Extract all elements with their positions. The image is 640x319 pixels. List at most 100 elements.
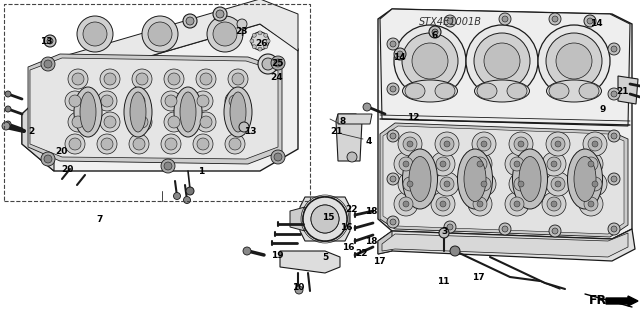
Circle shape [72,116,84,128]
Polygon shape [618,76,638,104]
Circle shape [579,152,603,176]
Circle shape [474,33,530,89]
Circle shape [274,59,282,67]
Circle shape [197,95,209,107]
Circle shape [136,73,148,85]
Text: 26: 26 [255,39,268,48]
Circle shape [68,112,88,132]
Circle shape [510,157,524,171]
Circle shape [407,141,413,147]
Circle shape [41,152,55,166]
Ellipse shape [409,157,431,202]
Circle shape [161,91,181,111]
Circle shape [228,112,248,132]
Circle shape [311,205,339,233]
Circle shape [440,177,454,191]
Text: 12: 12 [407,113,419,122]
Circle shape [549,225,561,237]
Circle shape [183,14,197,28]
Circle shape [556,43,592,79]
Circle shape [97,134,117,154]
Circle shape [47,38,53,44]
Ellipse shape [174,87,202,137]
Text: 14: 14 [393,53,406,62]
Text: 17: 17 [373,256,386,265]
Circle shape [5,106,11,112]
Text: 15: 15 [322,212,335,221]
Circle shape [363,103,371,111]
Circle shape [444,181,450,187]
Circle shape [588,177,602,191]
Ellipse shape [124,87,152,137]
Circle shape [390,219,396,225]
Circle shape [77,16,113,52]
Circle shape [44,155,52,163]
Text: 13: 13 [244,127,257,136]
Circle shape [611,91,617,97]
Circle shape [264,45,268,49]
Ellipse shape [574,157,596,202]
Circle shape [387,216,399,228]
Circle shape [252,33,256,37]
Circle shape [583,132,607,156]
Circle shape [200,116,212,128]
Text: 10: 10 [292,283,304,292]
Text: 24: 24 [270,72,283,81]
Circle shape [68,69,88,89]
Circle shape [251,32,269,50]
Circle shape [499,223,511,235]
Circle shape [546,172,570,196]
Circle shape [132,69,152,89]
Circle shape [387,83,399,95]
Circle shape [213,7,227,21]
Circle shape [552,228,558,234]
Text: 16: 16 [342,242,355,251]
Text: 25: 25 [271,58,284,68]
Circle shape [468,152,492,176]
Polygon shape [30,58,278,159]
Circle shape [72,73,84,85]
Ellipse shape [547,80,602,102]
Circle shape [514,201,520,207]
Ellipse shape [513,149,547,209]
Circle shape [403,201,409,207]
Ellipse shape [74,87,102,137]
Circle shape [148,22,172,46]
Circle shape [101,138,113,150]
Circle shape [252,45,256,49]
Circle shape [101,95,113,107]
Text: 18: 18 [365,236,378,246]
Circle shape [402,33,458,89]
Circle shape [193,91,213,111]
Circle shape [104,73,116,85]
Circle shape [65,134,85,154]
Circle shape [444,15,456,27]
Circle shape [129,91,149,111]
Ellipse shape [230,92,246,132]
Text: 8: 8 [340,116,346,125]
Circle shape [271,150,285,164]
Circle shape [196,69,216,89]
Circle shape [468,192,492,216]
Text: 13: 13 [40,36,52,46]
Circle shape [164,112,184,132]
Circle shape [243,247,251,255]
Circle shape [608,130,620,142]
Circle shape [477,201,483,207]
Text: STX4E1001B: STX4E1001B [419,17,481,27]
Circle shape [477,137,491,151]
FancyArrow shape [606,296,638,306]
Circle shape [608,43,620,55]
Circle shape [608,88,620,100]
Circle shape [216,10,224,18]
Circle shape [97,91,117,111]
Circle shape [403,137,417,151]
Circle shape [429,26,441,38]
Circle shape [473,197,487,211]
Circle shape [225,134,245,154]
Polygon shape [378,229,635,261]
Circle shape [390,86,396,92]
Ellipse shape [474,80,529,102]
Circle shape [165,138,177,150]
Circle shape [514,161,520,167]
